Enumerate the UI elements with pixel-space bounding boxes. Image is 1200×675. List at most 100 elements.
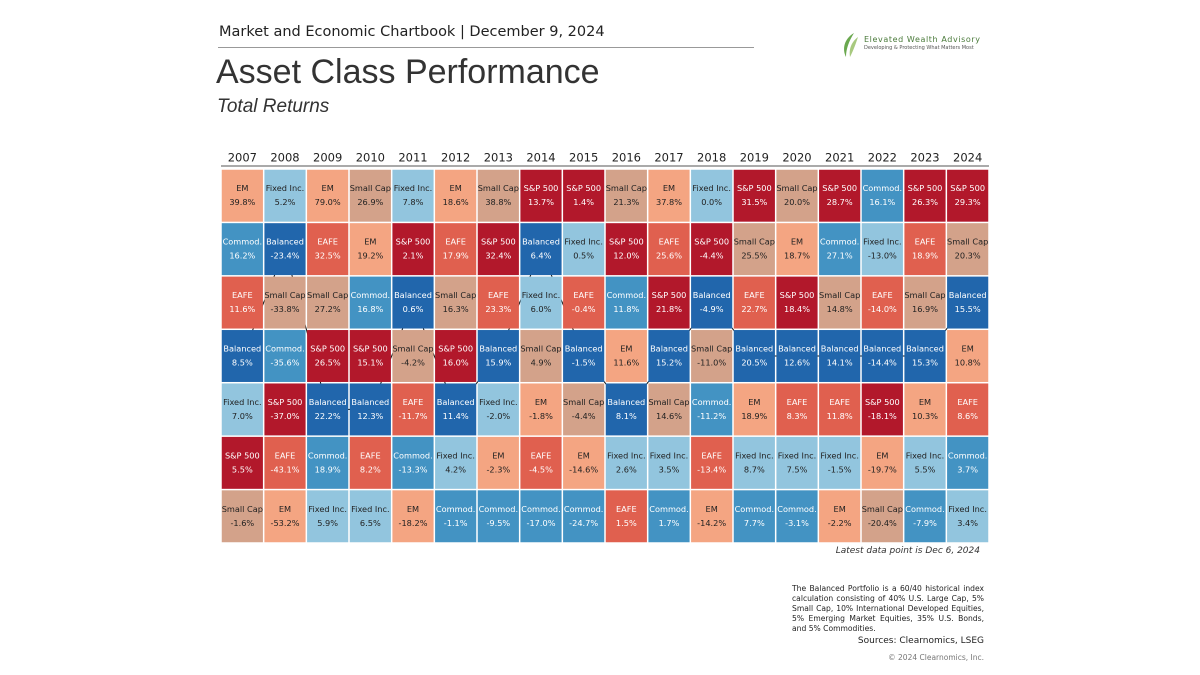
cell-value: 32.4% (485, 251, 511, 261)
cell (477, 223, 519, 276)
cell-name: EAFE (957, 397, 978, 407)
cell-name: Fixed Inc. (948, 504, 987, 514)
cell-name: Balanced (479, 344, 517, 354)
cell-value: -11.0% (697, 358, 726, 368)
cell (776, 436, 818, 489)
cell (648, 223, 690, 276)
cell-value: 27.2% (315, 304, 341, 314)
cell-value: 26.3% (912, 197, 938, 207)
cell-name: Fixed Inc. (820, 450, 859, 460)
cell (733, 490, 775, 543)
cell-name: Balanced (351, 397, 389, 407)
cell-name: S&P 500 (822, 183, 857, 193)
cell-name: Balanced (522, 237, 560, 247)
cell-name: S&P 500 (268, 397, 303, 407)
cell (392, 276, 434, 329)
cell-name: S&P 500 (950, 183, 985, 193)
year-label: 2011 (398, 151, 427, 165)
cell-value: -14.6% (569, 464, 598, 474)
cell-name: Commod. (265, 344, 305, 354)
cell-name: Balanced (266, 237, 304, 247)
cell-name: EM (364, 237, 376, 247)
cell (520, 436, 562, 489)
cell-name: S&P 500 (438, 344, 473, 354)
cell-value: 19.2% (357, 251, 383, 261)
cell-name: Commod. (735, 504, 775, 514)
cell-value: -17.0% (527, 518, 556, 528)
cell-name: Balanced (309, 397, 347, 407)
cell-value: 25.6% (656, 251, 682, 261)
cell-value: 10.3% (912, 411, 938, 421)
cell (563, 330, 605, 382)
cell-value: 7.5% (787, 464, 808, 474)
cell-name: Commod. (393, 450, 433, 460)
cell-name: Commod. (564, 504, 604, 514)
cell (435, 276, 477, 329)
cell-name: Balanced (394, 290, 432, 300)
cell-value: 18.7% (784, 251, 810, 261)
cell (520, 490, 562, 543)
cell-name: Balanced (949, 290, 987, 300)
cell (605, 223, 647, 276)
cell-value: 12.6% (784, 358, 810, 368)
year-label: 2010 (356, 151, 385, 165)
cell-value: 2.6% (616, 464, 637, 474)
cell-name: Commod. (351, 290, 391, 300)
cell-name: EM (663, 183, 675, 193)
cell (221, 169, 263, 222)
cell-name: S&P 500 (524, 183, 559, 193)
cell (605, 383, 647, 436)
cell-name: Small Cap (819, 290, 860, 300)
cell-name: EM (450, 183, 462, 193)
cell-name: Commod. (308, 450, 348, 460)
cell (904, 223, 946, 276)
cell-value: 26.5% (315, 358, 341, 368)
cell-value: 6.0% (531, 304, 552, 314)
cell-value: -14.2% (697, 518, 726, 528)
cell-name: EM (236, 183, 248, 193)
cell (819, 330, 861, 382)
cell-value: -1.5% (828, 464, 852, 474)
cell-value: -1.6% (230, 518, 254, 528)
cell (307, 383, 349, 436)
cell-value: -4.2% (401, 358, 425, 368)
cell-value: -19.7% (868, 464, 897, 474)
cell-name: EAFE (701, 450, 722, 460)
cell-name: S&P 500 (396, 237, 431, 247)
cell-value: 13.7% (528, 197, 554, 207)
cell-name: EAFE (531, 450, 552, 460)
cell (947, 330, 989, 382)
cell (392, 330, 434, 382)
year-label: 2020 (782, 151, 811, 165)
cell-value: 15.5% (955, 304, 981, 314)
cell-value: 14.1% (827, 358, 853, 368)
cell-name: S&P 500 (908, 183, 943, 193)
cell-value: 8.5% (232, 358, 253, 368)
cell (349, 383, 391, 436)
cell (221, 276, 263, 329)
cell-name: Commod. (223, 237, 263, 247)
cell-value: 22.2% (315, 411, 341, 421)
cell (776, 330, 818, 382)
cell-name: Fixed Inc. (692, 183, 731, 193)
cell-name: Fixed Inc. (308, 504, 347, 514)
cell (648, 169, 690, 222)
cell-value: 8.2% (360, 464, 381, 474)
cell-name: S&P 500 (780, 290, 815, 300)
cell-value: -18.1% (868, 411, 897, 421)
cell-name: EM (834, 504, 846, 514)
logo-tagline: Developing & Protecting What Matters Mos… (864, 45, 974, 51)
cell-name: S&P 500 (566, 183, 601, 193)
cell-value: -2.0% (486, 411, 510, 421)
cell-name: EM (620, 344, 632, 354)
cell-value: 4.9% (531, 358, 552, 368)
cell-name: Fixed Inc. (266, 183, 305, 193)
year-label: 2014 (526, 151, 555, 165)
cell (776, 276, 818, 329)
year-label: 2016 (612, 151, 641, 165)
cell-value: 11.6% (229, 304, 255, 314)
year-label: 2021 (825, 151, 854, 165)
year-label: 2013 (484, 151, 513, 165)
